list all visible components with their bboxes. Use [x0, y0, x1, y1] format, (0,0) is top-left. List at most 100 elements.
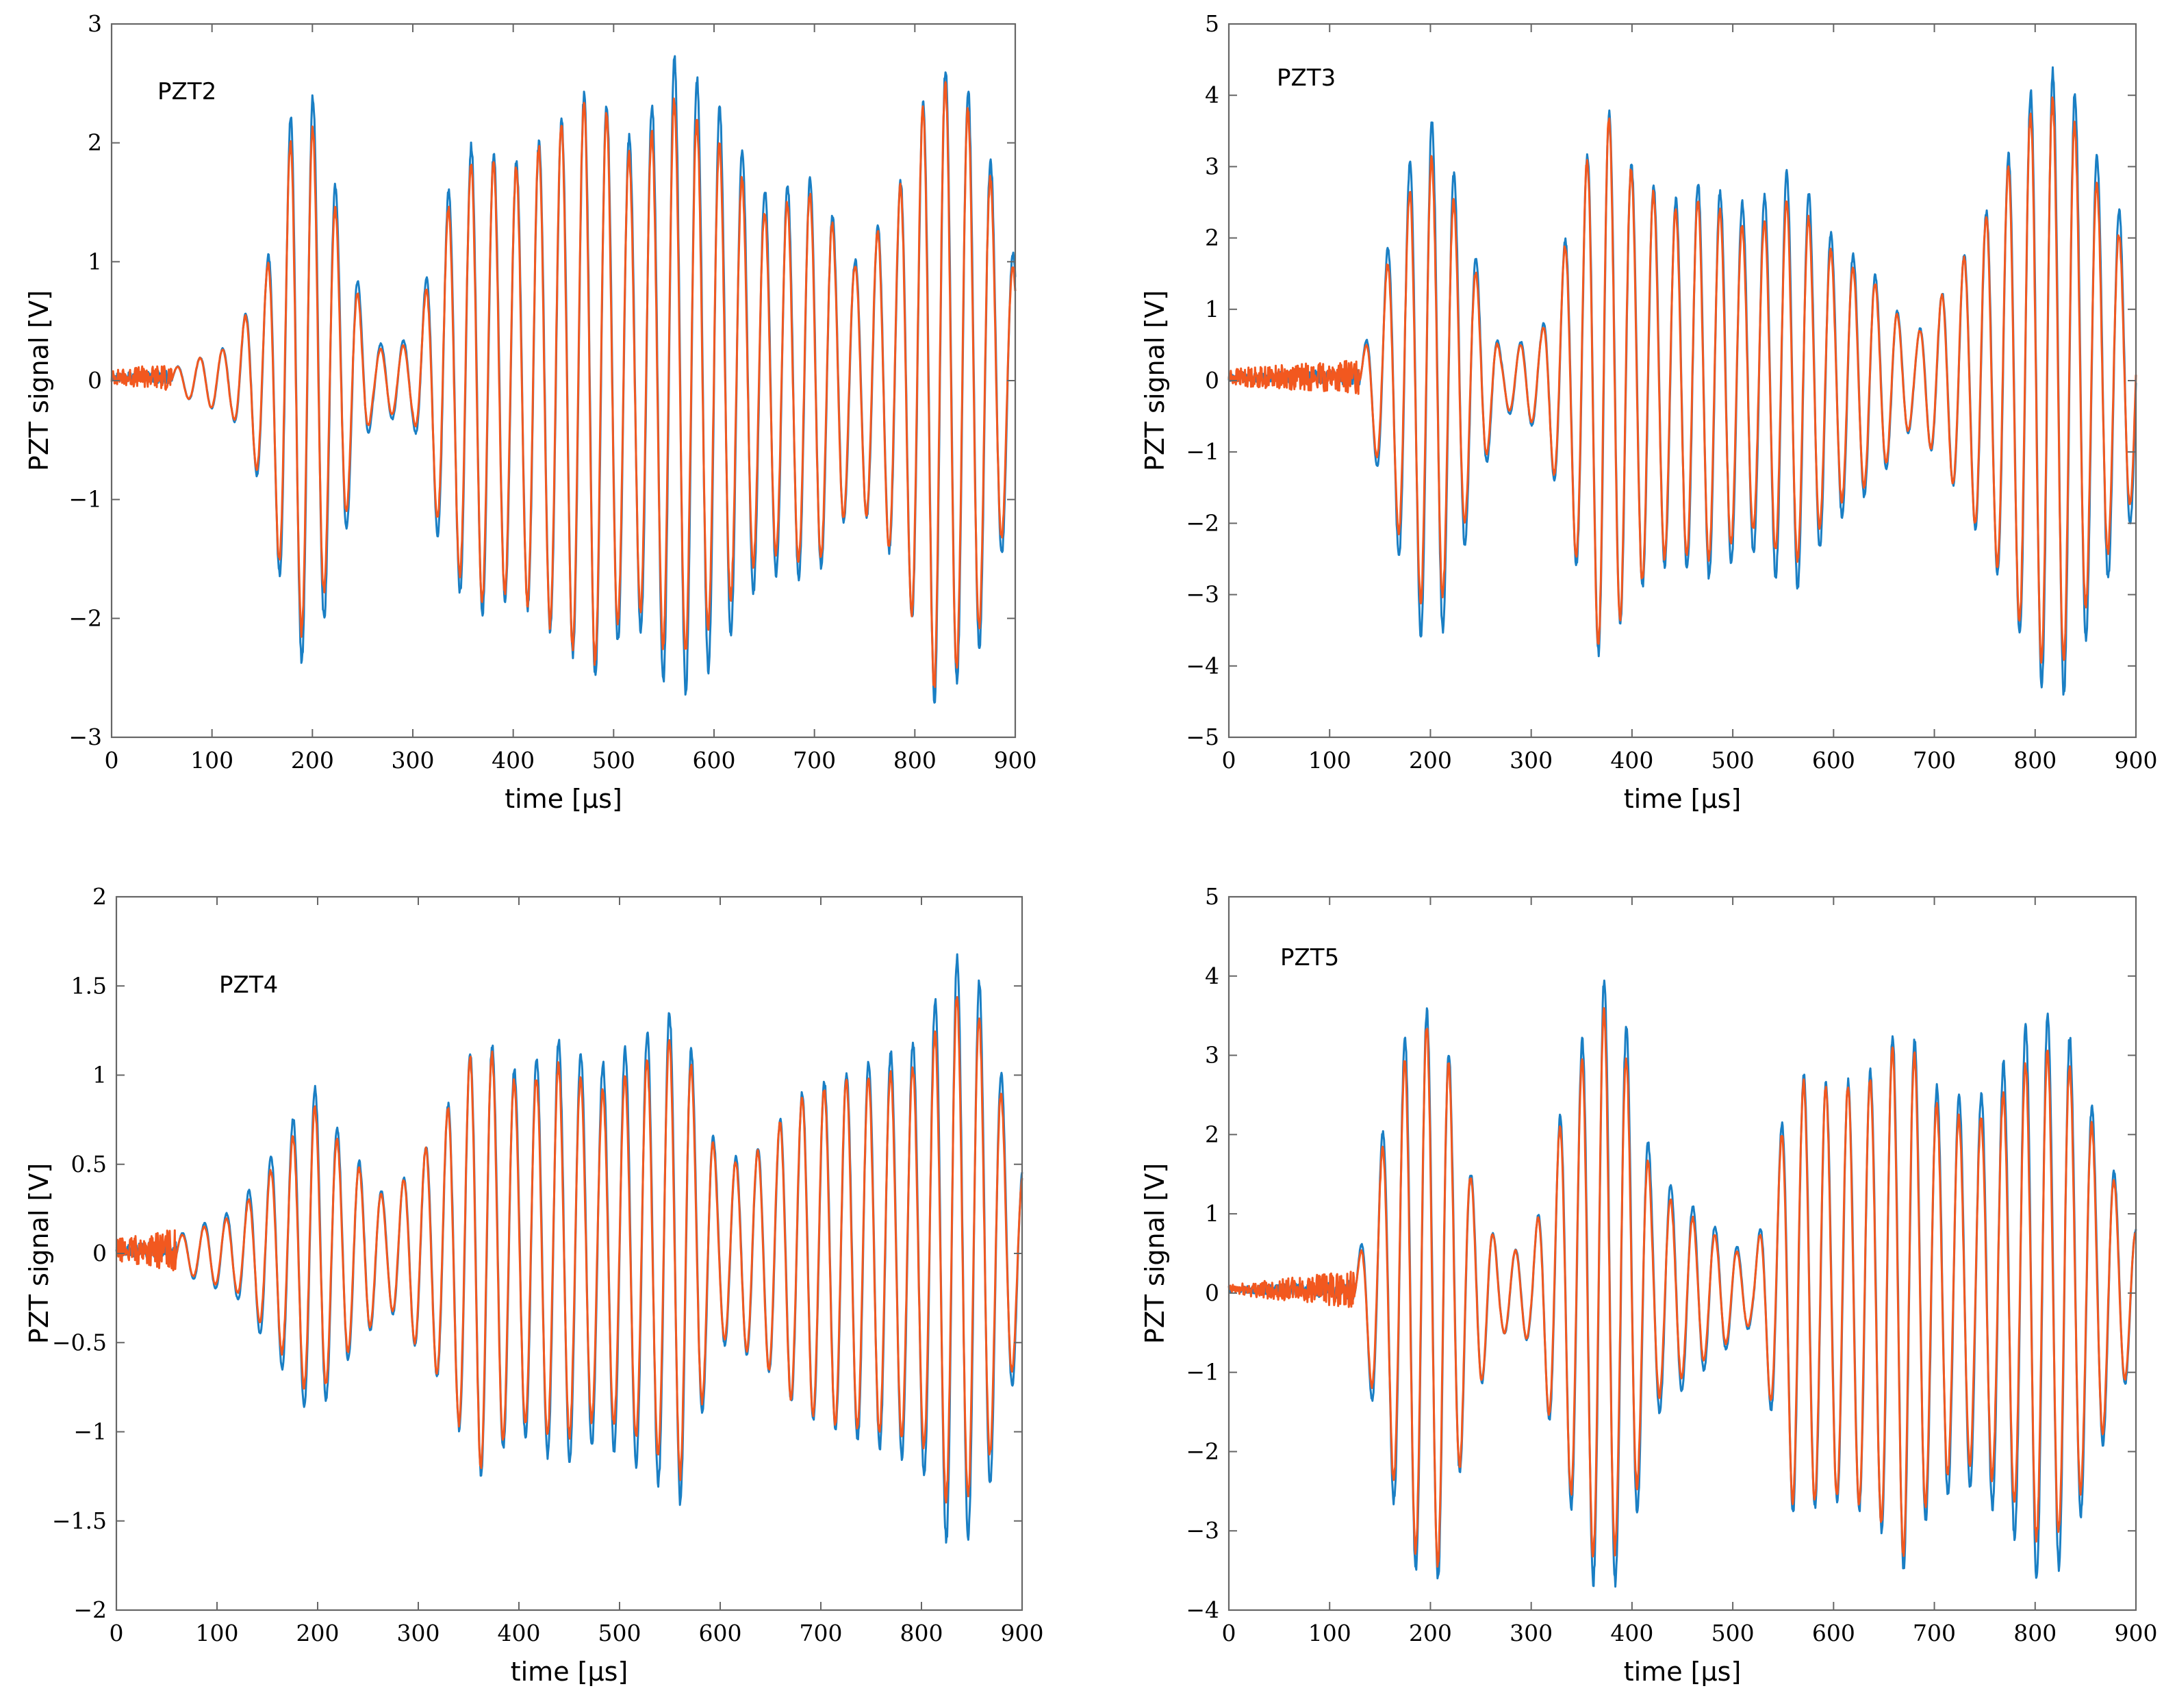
y-tick-label: 3 [1205, 1042, 1219, 1069]
x-tick-label: 800 [900, 1620, 943, 1646]
y-axis-label: PZT signal [V] [1140, 1163, 1170, 1344]
series-simulated [1227, 96, 2137, 664]
x-tick-label: 500 [598, 1620, 641, 1646]
y-tick-label: 2 [1205, 225, 1219, 251]
y-tick-label: 2 [88, 129, 102, 156]
y-tick-label: −1 [1186, 438, 1219, 465]
x-tick-label: 900 [2115, 1620, 2158, 1646]
x-tick-label: 100 [1308, 747, 1351, 774]
y-tick-label: −2 [73, 1596, 107, 1623]
x-tick-label: 600 [1812, 747, 1855, 774]
x-tick-label: 700 [1913, 1620, 1956, 1646]
x-tick-label: 0 [110, 1620, 124, 1646]
x-tick-label: 200 [1409, 747, 1452, 774]
x-tick-label: 100 [190, 747, 233, 774]
panel-title: PZT5 [1280, 944, 1339, 971]
y-tick-label: 1 [92, 1062, 107, 1088]
x-axis-label: time [µs] [1624, 784, 1742, 814]
x-tick-label: 900 [2115, 747, 2158, 774]
x-tick-label: 900 [994, 747, 1037, 774]
y-tick-label: 4 [1205, 963, 1219, 989]
panel-pzt5: 0 100 200 300 400 500 600 700 800 900 −4 −3 −2 −1 0 1 2 3… [1140, 883, 2158, 1687]
y-tick-label: 0 [88, 367, 102, 394]
x-tick-label: 400 [1610, 1620, 1653, 1646]
panel-title: PZT4 [219, 971, 278, 999]
x-tick-label: 300 [1510, 747, 1553, 774]
x-tick-label: 200 [296, 1620, 340, 1646]
x-tick-label: 300 [392, 747, 435, 774]
y-tick-label: 1 [1205, 296, 1219, 322]
y-axis-label: PZT signal [V] [24, 1163, 54, 1344]
panels: 0 100 200 300 400 500 600 700 800 900−3−2−10123ti… [24, 10, 2158, 1687]
axes-frame [1227, 895, 2137, 1611]
x-tick-label: 100 [196, 1620, 239, 1646]
y-tick-label: 3 [1205, 153, 1219, 179]
y-tick-label: −3 [68, 724, 102, 750]
x-tick-label: 400 [1610, 747, 1653, 774]
series-simulated [115, 996, 1023, 1504]
x-tick-label: 400 [498, 1620, 541, 1646]
y-tick-label: 0 [1205, 1279, 1219, 1306]
x-tick-label: 800 [2013, 1620, 2057, 1646]
y-tick-label: 0.5 [71, 1151, 107, 1177]
panel-title: PZT2 [157, 78, 216, 105]
series-simulated [1227, 1007, 2137, 1568]
panel-pzt2: 0 100 200 300 400 500 600 700 800 900 −3 −2 −1 0 1 2 3 ti… [24, 10, 1037, 814]
x-tick-label: 900 [1001, 1620, 1044, 1646]
y-tick-label: −1 [68, 486, 102, 513]
y-tick-label: 5 [1205, 10, 1219, 37]
panel-pzt4: 0 100 200 300 400 500 600 700 800 900 −2 −1.5 −1 −0.5… [24, 883, 1044, 1687]
y-tick-label: −2 [68, 604, 102, 631]
y-tick-label: 3 [88, 10, 102, 37]
x-tick-label: 700 [800, 1620, 843, 1646]
y-tick-label: 0 [92, 1240, 107, 1266]
series-simulated [110, 81, 1017, 688]
y-tick-label: −1 [1186, 1359, 1219, 1386]
y-tick-label: −3 [1186, 581, 1219, 608]
x-tick-label: 500 [592, 747, 635, 774]
y-tick-label: −0.5 [52, 1329, 107, 1355]
y-tick-label: 2 [92, 883, 107, 910]
x-tick-label: 800 [893, 747, 937, 774]
x-axis-label: time [µs] [505, 784, 622, 814]
x-tick-label: 600 [699, 1620, 742, 1646]
x-tick-label: 0 [1222, 1620, 1236, 1646]
y-tick-label: −4 [1186, 1596, 1219, 1623]
x-tick-label: 600 [693, 747, 736, 774]
y-tick-label: −4 [1186, 652, 1219, 679]
x-tick-label: 600 [1812, 1620, 1855, 1646]
y-tick-label: 2 [1205, 1121, 1219, 1147]
x-tick-label: 300 [397, 1620, 440, 1646]
y-tick-label: 0 [1205, 367, 1219, 394]
x-axis-label: time [µs] [511, 1657, 628, 1687]
y-tick-label: −2 [1186, 1438, 1219, 1464]
x-tick-label: 100 [1308, 1620, 1351, 1646]
y-tick-label: −1 [73, 1418, 107, 1445]
y-tick-label: 1.5 [71, 972, 107, 999]
x-tick-label: 400 [492, 747, 535, 774]
y-tick-label: −1.5 [52, 1507, 107, 1534]
panel-pzt3: 0 100 200 300 400 500 600 700 800 900 −5 −4 −3 −2 −1 0 1… [1140, 10, 2158, 814]
y-axis-label: PZT signal [V] [24, 290, 54, 471]
x-tick-label: 200 [1409, 1620, 1452, 1646]
y-tick-label: −2 [1186, 509, 1219, 536]
x-tick-label: 500 [1711, 1620, 1755, 1646]
y-tick-label: 1 [88, 248, 102, 275]
y-axis-label: PZT signal [V] [1140, 290, 1170, 471]
x-tick-label: 0 [1222, 747, 1236, 774]
x-tick-label: 500 [1711, 747, 1755, 774]
y-tick-label: 4 [1205, 81, 1219, 108]
y-tick-label: 1 [1205, 1200, 1219, 1227]
x-tick-label: 300 [1510, 1620, 1553, 1646]
x-tick-label: 200 [291, 747, 334, 774]
y-tick-label: −5 [1186, 724, 1219, 750]
x-axis-label: time [µs] [1624, 1657, 1742, 1687]
x-tick-label: 800 [2013, 747, 2057, 774]
x-tick-label: 0 [105, 747, 119, 774]
y-tick-label: 5 [1205, 883, 1219, 910]
x-tick-label: 700 [1913, 747, 1956, 774]
y-tick-label: −3 [1186, 1517, 1219, 1544]
x-tick-label: 700 [793, 747, 836, 774]
